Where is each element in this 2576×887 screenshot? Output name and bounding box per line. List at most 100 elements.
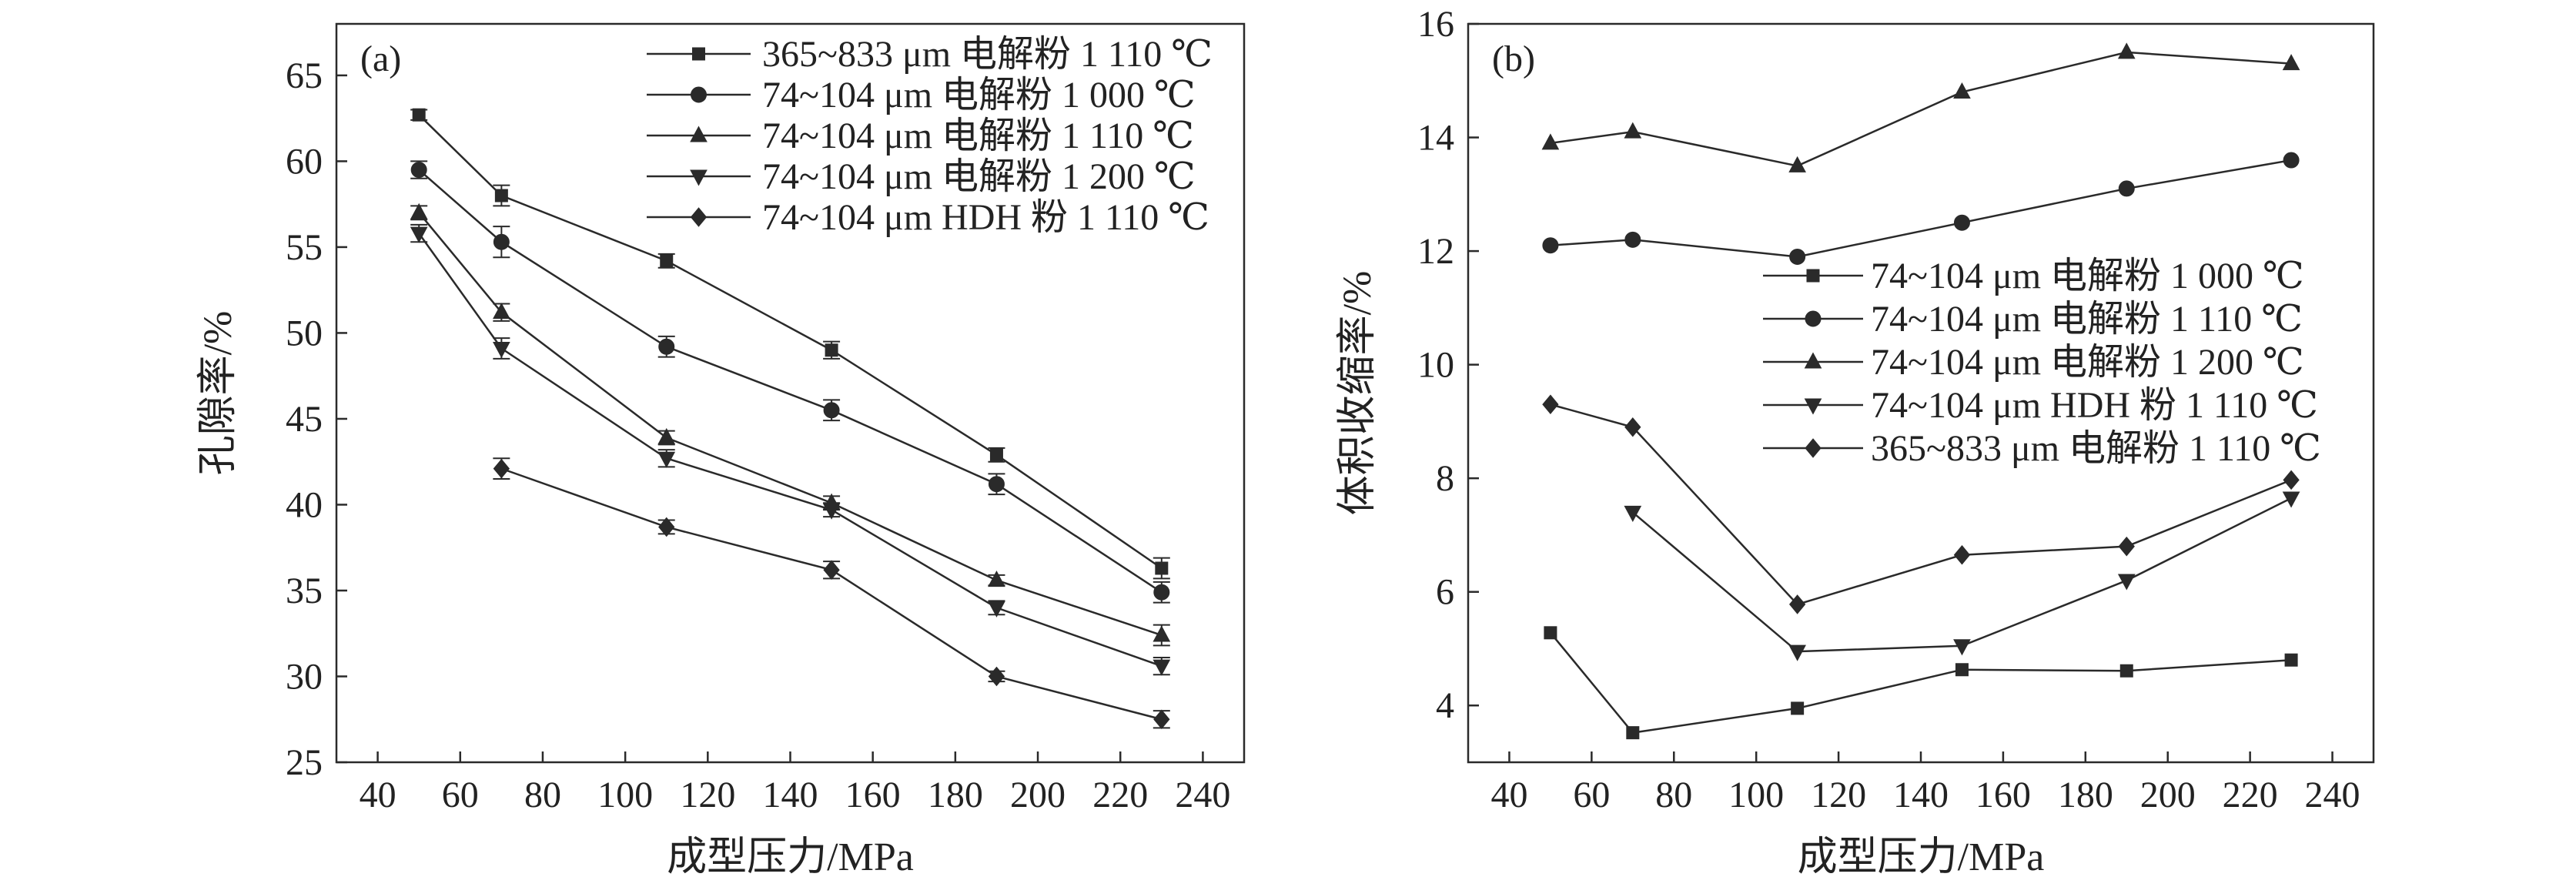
series-line [1550,159,2292,258]
series-line [1632,497,2292,653]
legend-entry-1: 74~104 μm 电解粉 1 000 ℃ [1763,256,2304,296]
data-point [1953,544,1971,565]
legend-entry-2: 74~104 μm 电解粉 1 000 ℃ [647,75,1196,115]
x-tick-label: 200 [2140,775,2196,815]
data-point [2284,653,2298,667]
x-tick-label: 120 [680,775,735,815]
y-tick-label: 35 [286,571,323,611]
x-tick-label: 40 [1490,775,1527,815]
legend-label: 365~833 μm 电解粉 1 110 ℃ [1871,428,2321,469]
y-tick-label: 45 [286,399,323,440]
legend-entry-3: 74~104 μm 电解粉 1 110 ℃ [647,115,1194,156]
data-point [493,342,510,359]
y-tick-label: 60 [286,141,323,182]
y-tick-label: 50 [286,313,323,353]
data-point [823,402,840,419]
data-point [2282,54,2300,71]
legend-entry-3: 74~104 μm 电解粉 1 200 ℃ [1763,342,2304,383]
legend-entry-5: 74~104 μm HDH 粉 1 110 ℃ [647,197,1209,238]
data-point [1541,133,1560,150]
data-point [2283,152,2300,169]
series-1 [1544,626,2298,740]
legend-marker [690,126,708,142]
series-1 [410,108,1170,580]
legend-marker [690,169,708,186]
series-5 [1542,394,2300,614]
y-tick-label: 25 [286,742,323,783]
legend-marker [1804,352,1822,369]
x-tick-label: 80 [1655,775,1692,815]
series-5 [493,457,1170,730]
x-tick-label: 140 [763,775,818,815]
data-point [1953,639,1971,656]
data-point [412,108,426,122]
data-point [658,338,675,355]
data-point [494,189,508,203]
legend-marker [1806,269,1820,283]
panel-label: (a) [360,38,401,79]
y-axis-title: 孔隙率/% [196,311,240,476]
data-point [988,476,1005,493]
legend-entry-1: 365~833 μm 电解粉 1 110 ℃ [647,34,1213,75]
y-axis-title: 体积收缩率/% [1336,271,1380,516]
data-point [410,226,428,243]
data-point [823,560,840,580]
x-tick-label: 100 [1728,775,1784,815]
x-axis-title: 成型压力/MPa [1798,835,2045,879]
y-tick-label: 16 [1417,4,1454,45]
data-point [1791,701,1805,715]
data-point [493,233,510,250]
x-tick-label: 160 [845,775,901,815]
data-point [1788,644,1806,661]
data-point [1624,231,1641,248]
x-tick-label: 200 [1010,775,1066,815]
data-point [410,162,427,179]
data-point [1624,505,1642,522]
data-point [1624,122,1642,139]
data-point [1953,214,1970,231]
x-tick-label: 80 [524,775,561,815]
legend-label: 74~104 μm HDH 粉 1 110 ℃ [762,197,1209,238]
y-tick-label: 4 [1436,685,1454,726]
x-tick-label: 40 [360,775,396,815]
data-point [1788,156,1806,172]
x-tick-label: 140 [1893,775,1949,815]
data-point [1153,709,1170,730]
data-point [493,458,510,479]
series-2 [1542,152,2300,265]
y-tick-label: 40 [286,484,323,525]
x-tick-label: 100 [597,775,653,815]
data-point [1153,659,1171,676]
legend-marker [1805,310,1822,327]
data-point [2283,470,2300,490]
y-tick-label: 55 [286,227,323,268]
x-tick-label: 60 [442,775,479,815]
x-axis-title: 成型压力/MPa [667,835,914,879]
data-point [493,303,510,320]
series-2 [410,160,1170,604]
legend-label: 74~104 μm 电解粉 1 200 ℃ [1871,342,2304,383]
data-point [657,427,676,444]
x-tick-label: 60 [1573,775,1610,815]
legend-label: 365~833 μm 电解粉 1 110 ℃ [762,34,1213,75]
series-line [418,114,1163,570]
legend-entry-4: 74~104 μm 电解粉 1 200 ℃ [647,156,1196,197]
data-point [410,203,428,219]
legend-marker [1804,398,1822,415]
legend-entry-5: 365~833 μm 电解粉 1 110 ℃ [1763,428,2321,469]
legend-marker [691,86,707,103]
panel-label: (b) [1492,38,1535,79]
y-tick-label: 10 [1417,345,1454,386]
data-point [825,343,838,357]
series-4 [410,223,1171,676]
y-tick-label: 6 [1436,572,1454,613]
data-point [1153,584,1170,601]
data-point [1626,726,1640,740]
data-point [1542,237,1559,254]
y-tick-label: 30 [286,656,323,697]
data-point [2282,491,2300,508]
data-point [822,503,841,520]
legend-entry-4: 74~104 μm HDH 粉 1 110 ℃ [1763,385,2318,426]
series-line [418,233,1163,668]
data-point [1955,663,1969,677]
